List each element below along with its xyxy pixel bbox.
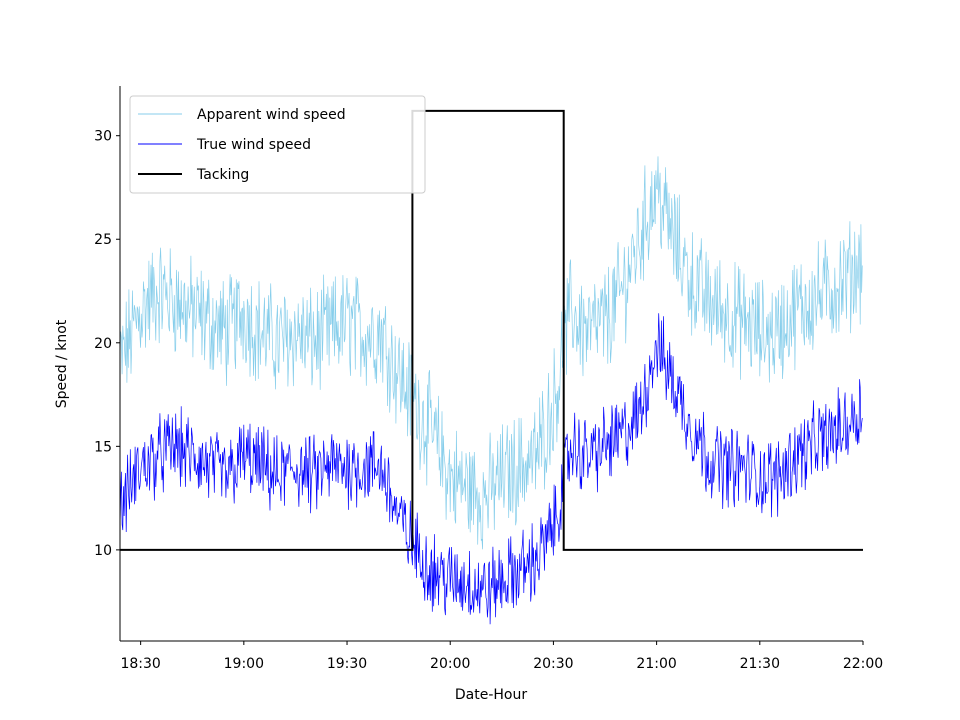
legend-label: Apparent wind speed (197, 107, 346, 123)
y-tick-label: 25 (94, 232, 112, 248)
legend-label: True wind speed (196, 137, 311, 153)
x-tick-label: 20:30 (533, 656, 573, 672)
y-axis-title: Speed / knot (54, 319, 70, 408)
series-apparent-wind-speed (119, 156, 863, 550)
y-tick-label: 20 (94, 336, 112, 352)
plot-area (119, 109, 863, 625)
y-tick-label: 10 (94, 543, 112, 559)
x-tick-label: 18:30 (120, 656, 160, 672)
legend-label: Tacking (196, 167, 249, 183)
legend-box (129, 95, 426, 194)
x-tick-label: 22:00 (843, 656, 883, 672)
series-tacking (120, 109, 863, 551)
legend: Apparent wind speed True wind speed Tackin… (129, 95, 426, 194)
axes: 10 15 20 25 30 18:30 19:00 19:30 20:00 20:30 21:00… (94, 86, 883, 672)
y-tick-label: 30 (94, 129, 112, 145)
x-tick-label: 19:00 (224, 656, 264, 672)
x-tick-label: 21:30 (740, 656, 780, 672)
x-tick-label: 21:00 (636, 656, 676, 672)
x-axis-title: Date-Hour (455, 687, 527, 703)
x-tick-label: 19:30 (327, 656, 367, 672)
x-tick-label: 20:00 (430, 656, 470, 672)
series-true-wind-speed (119, 313, 863, 625)
y-tick-label: 15 (94, 439, 112, 455)
